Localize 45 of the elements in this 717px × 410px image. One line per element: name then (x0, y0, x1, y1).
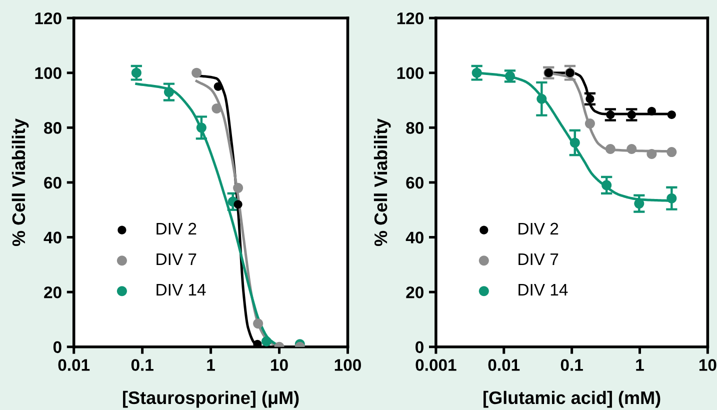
y-tick-label: 120 (35, 12, 62, 24)
y-tick-label: 60 (44, 176, 62, 189)
x-tick-label: 1 (636, 359, 644, 371)
point (626, 144, 637, 154)
point (627, 110, 636, 120)
y-tick-label: 100 (35, 67, 62, 80)
legend-label: DIV 14 (518, 284, 568, 296)
legend-label: DIV 14 (156, 284, 206, 296)
x-tick-label: 100 (334, 359, 361, 371)
point (606, 110, 615, 120)
legend-label: DIV 7 (156, 254, 196, 265)
x-tick-label: 1 (207, 359, 215, 371)
y-tick-label: 80 (44, 122, 62, 134)
y-axis-title: % Cell Viability (374, 118, 391, 246)
x-tick-label: 0.1 (560, 359, 583, 371)
y-tick-label: 120 (397, 12, 424, 24)
x-tick-label: 0.01 (488, 359, 520, 371)
x-axis-title: [Glutamic acid] (mM) (484, 390, 660, 408)
legend-label: DIV 2 (518, 222, 558, 234)
y-tick-label: 40 (44, 232, 62, 244)
point (586, 94, 594, 104)
point (647, 106, 656, 116)
point (605, 144, 616, 154)
y-tick-label: 80 (406, 122, 424, 134)
y-tick-label: 20 (406, 286, 424, 298)
y-tick-label: 100 (397, 67, 424, 80)
point (666, 193, 677, 204)
x-tick-label: 0.001 (416, 359, 456, 371)
x-tick-label: 0.1 (131, 359, 154, 371)
x-axis-title: [Staurosporine] (μM) (123, 390, 299, 408)
y-tick-label: 40 (406, 232, 424, 244)
y-tick-label: 0 (416, 341, 424, 354)
legend-label: DIV 2 (156, 222, 196, 234)
point (666, 147, 677, 158)
x-tick-label: 0.01 (58, 359, 90, 371)
point (646, 148, 657, 159)
y-tick-label: 0 (53, 341, 62, 354)
legend-label: DIV 7 (518, 254, 558, 265)
y-tick-label: 60 (406, 176, 424, 189)
point (667, 110, 676, 120)
y-axis-title: % Cell Viability (12, 118, 29, 246)
y-tick-label: 20 (44, 286, 62, 298)
x-tick-label: 10 (271, 359, 288, 371)
x-tick-label: 10 (699, 359, 716, 371)
point (584, 118, 595, 129)
